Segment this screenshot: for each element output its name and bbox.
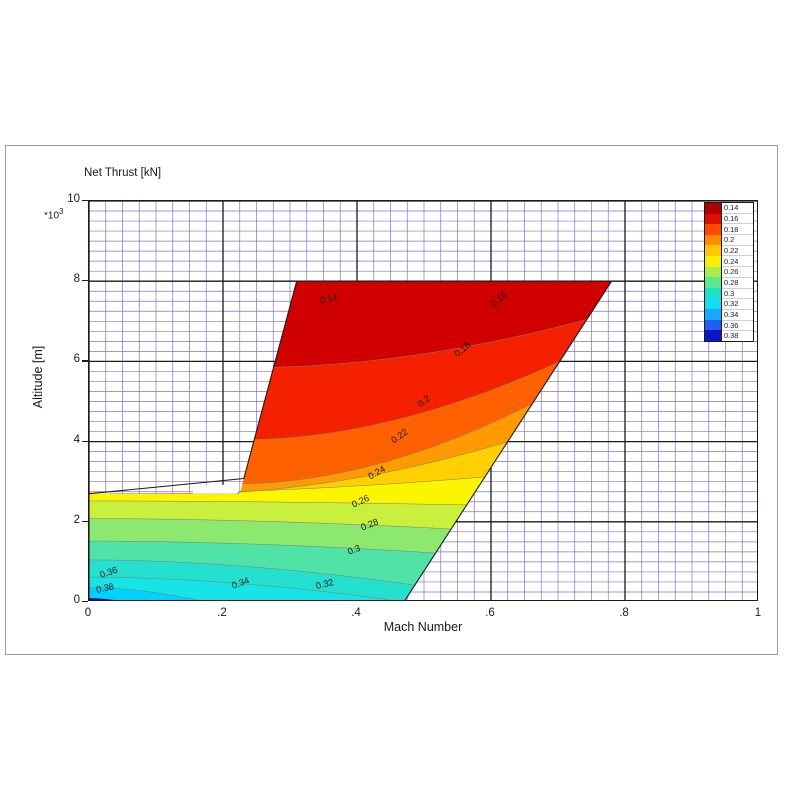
no-data-notch bbox=[192, 484, 240, 494]
legend-swatch bbox=[705, 319, 721, 331]
y-axis-exponent-base: *10 bbox=[44, 210, 60, 222]
x-tick-label: .6 bbox=[485, 607, 495, 619]
legend-swatch bbox=[705, 234, 721, 246]
legend-swatch bbox=[705, 287, 721, 299]
contour-label: 0.14 bbox=[319, 293, 338, 305]
contour-legend[interactable]: 0.14 0.16 0.18 0.2 0.22 0.24 0.26 0.28 0.3 0.32 0.… bbox=[704, 202, 754, 342]
legend-swatch bbox=[705, 203, 721, 214]
y-tick-mark bbox=[82, 200, 88, 202]
y-tick-label: 0 bbox=[73, 594, 80, 606]
y-tick-mark bbox=[82, 440, 88, 442]
legend-label[interactable]: 0.32 bbox=[722, 299, 753, 310]
y-tick-label: 2 bbox=[73, 513, 80, 526]
y-tick-mark bbox=[82, 280, 88, 282]
y-tick-mark bbox=[82, 360, 88, 362]
legend-swatch bbox=[705, 256, 721, 267]
y-tick-mark bbox=[82, 601, 88, 603]
x-tick-label: 0 bbox=[84, 607, 92, 619]
plot-area[interactable]: 0.14 0.16 0.18 0.2 0.22 0.24 0.26 0.28 0.3 0.32 0.… bbox=[88, 200, 758, 601]
legend-label[interactable]: 0.16 bbox=[722, 214, 753, 225]
y-tick-label: 8 bbox=[73, 273, 80, 286]
legend-label[interactable]: 0.38 bbox=[724, 331, 739, 341]
legend-label-list: 0.14 0.16 0.18 0.2 0.22 0.24 0.26 0.28 0.3 0.32 0.… bbox=[722, 203, 753, 341]
y-tick-mark bbox=[82, 520, 88, 523]
legend-swatch bbox=[705, 309, 721, 320]
legend-label[interactable]: 0.36 bbox=[722, 321, 753, 332]
legend-swatch bbox=[705, 298, 721, 310]
y-tick-label: 4 bbox=[73, 433, 80, 446]
legend-swatch bbox=[705, 277, 721, 288]
legend-swatch bbox=[705, 266, 721, 278]
legend-label[interactable]: 0.22 bbox=[722, 246, 753, 257]
x-tick-label: .4 bbox=[351, 607, 361, 619]
y-axis-exponent-power: 3 bbox=[59, 207, 64, 216]
legend-swatch bbox=[705, 213, 721, 225]
contour-plot-svg: 0.14 0.160.180.20.220.240.260.280.30.320.… bbox=[89, 201, 757, 600]
contour-label: 0.3 bbox=[346, 543, 361, 557]
legend-swatch bbox=[705, 224, 721, 235]
legend-label[interactable]: 0.34 bbox=[722, 310, 753, 321]
legend-label[interactable]: 0.18 bbox=[722, 224, 753, 236]
contour-lines bbox=[89, 281, 612, 600]
y-axis-title: Altitude [m] bbox=[31, 345, 45, 409]
chart-title: Net Thrust [kN] bbox=[84, 167, 162, 179]
legend-label[interactable]: 0.26 bbox=[722, 267, 753, 278]
legend-colorbar bbox=[705, 203, 722, 341]
y-axis-exponent: *103 bbox=[44, 207, 63, 221]
envelope-outline bbox=[89, 280, 613, 600]
x-axis-title: Mach Number bbox=[383, 620, 463, 634]
legend-label[interactable]: 0.14 bbox=[722, 203, 753, 214]
y-tick-label: 6 bbox=[73, 353, 80, 366]
y-tick-label: 10 bbox=[67, 193, 80, 205]
contour-label: 0.38 bbox=[95, 581, 115, 595]
legend-label[interactable]: 0.2 bbox=[722, 235, 753, 246]
contour-label: 0.32 bbox=[315, 577, 335, 591]
legend-swatch bbox=[705, 330, 721, 341]
x-tick-label: 1 bbox=[754, 607, 762, 619]
contour-bands bbox=[89, 281, 612, 600]
legend-label[interactable]: 0.28 bbox=[722, 278, 753, 289]
legend-swatch bbox=[705, 245, 721, 257]
x-tick-label: .2 bbox=[217, 607, 227, 619]
x-tick-label: .8 bbox=[619, 607, 629, 619]
legend-label[interactable]: 0.24 bbox=[722, 256, 753, 268]
legend-label[interactable]: 0.3 bbox=[722, 289, 753, 300]
